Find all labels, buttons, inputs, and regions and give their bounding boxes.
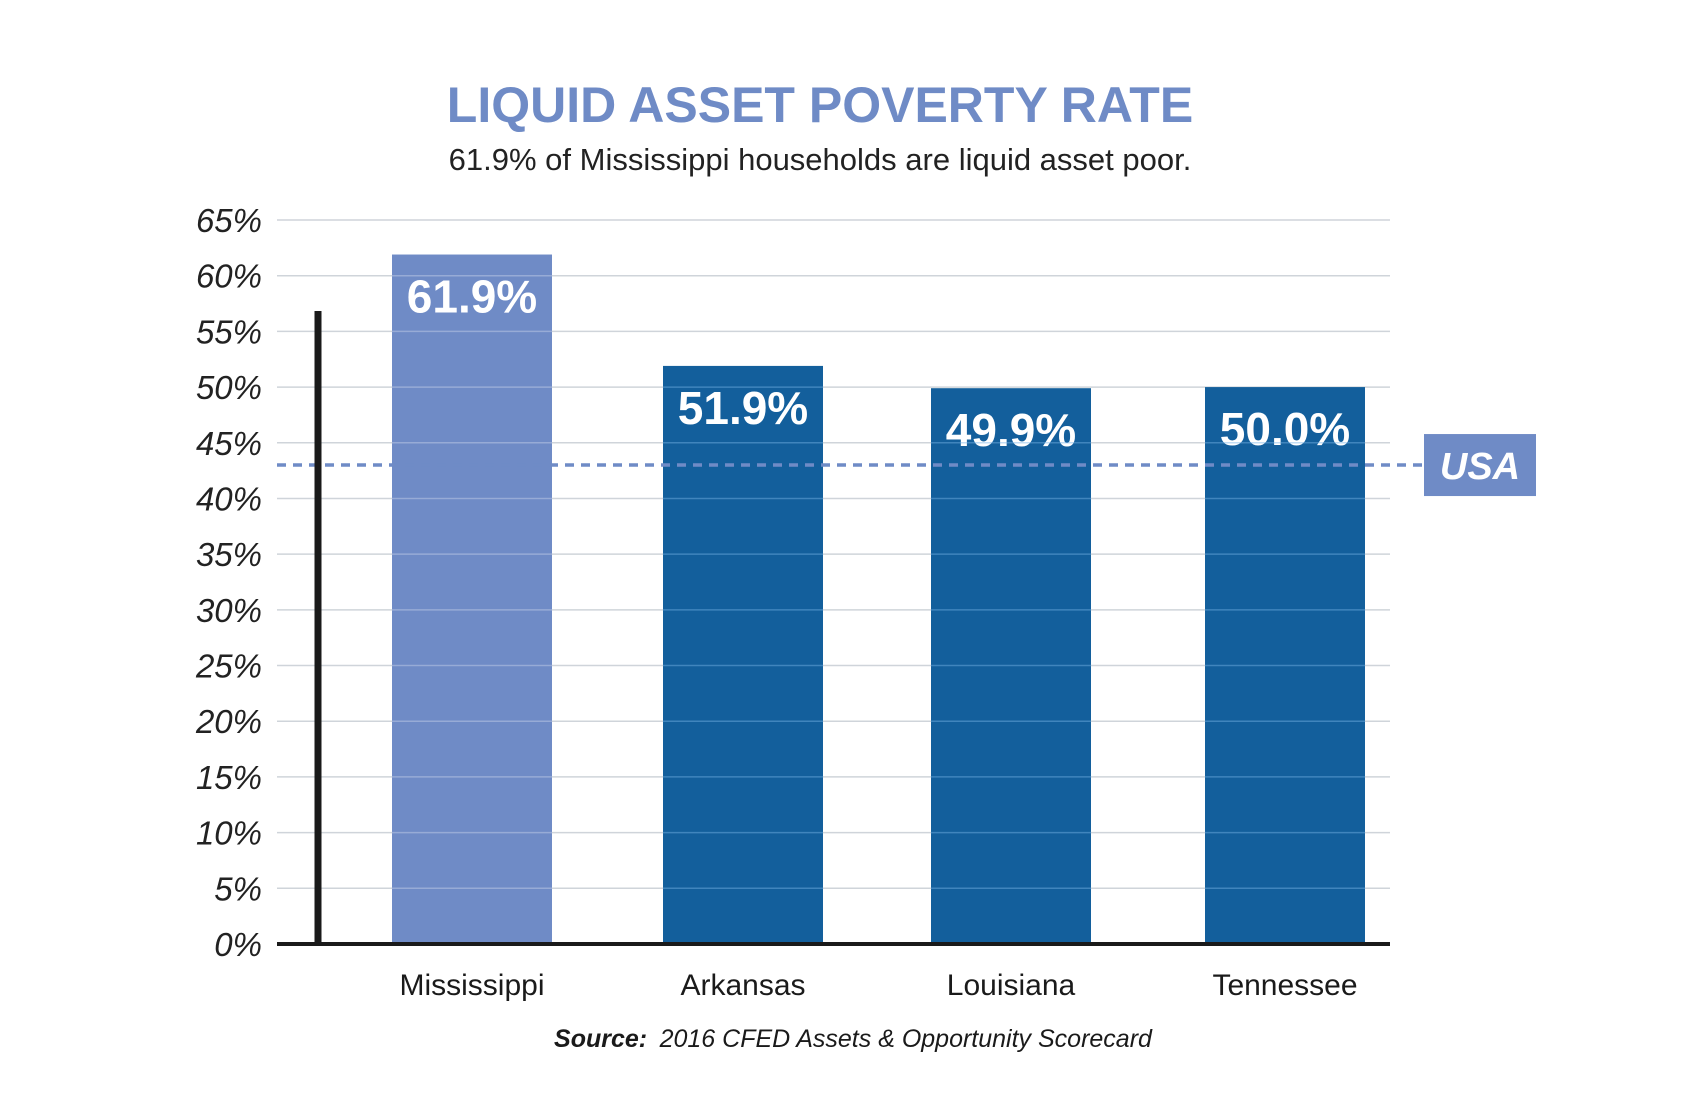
x-category-label: Tennessee <box>1212 969 1357 1002</box>
x-category-label: Louisiana <box>947 969 1076 1002</box>
x-axis-categories: Mississippi Arkansas Louisiana Tennessee <box>399 969 1357 1002</box>
axes <box>277 311 1390 946</box>
bar-louisiana <box>931 388 1091 944</box>
chart-title: LIQUID ASSET POVERTY RATE <box>447 77 1193 133</box>
y-tick-label: 5% <box>214 870 262 907</box>
source-note: Source: 2016 CFED Assets & Opportunity S… <box>554 1025 1153 1053</box>
source-key: Source: <box>554 1025 647 1053</box>
bar-tennessee <box>1205 387 1365 945</box>
bars: 61.9% 51.9% 49.9% 50.0% <box>392 254 1365 945</box>
bar-value-label: 49.9% <box>946 404 1076 456</box>
usa-badge <box>1424 434 1536 497</box>
y-tick-label: 55% <box>196 313 262 350</box>
y-tick-label: 60% <box>196 258 262 295</box>
y-tick-label: 15% <box>196 759 262 796</box>
y-tick-label: 40% <box>196 480 262 517</box>
bar-mississippi <box>392 254 552 944</box>
usa-label: USA <box>1440 446 1520 488</box>
y-tick-label: 0% <box>214 926 262 963</box>
y-tick-label: 25% <box>195 648 262 685</box>
y-axis-ticks: 0% 5% 10% 15% 20% 25% 30% 35% 40% 45% 50% 55% 60% 65% <box>195 202 262 963</box>
y-tick-label: 45% <box>196 425 262 462</box>
bar-arkansas <box>663 365 823 945</box>
source-text: 2016 CFED Assets & Opportunity Scorecard <box>659 1025 1153 1053</box>
x-category-label: Arkansas <box>680 969 805 1002</box>
bar-value-label: 50.0% <box>1220 403 1350 455</box>
bar-value-label: 51.9% <box>678 382 808 434</box>
y-tick-label: 20% <box>195 703 262 740</box>
y-tick-label: 10% <box>196 815 262 852</box>
y-tick-label: 35% <box>196 536 262 573</box>
usa-reference: USA <box>277 434 1536 497</box>
y-tick-label: 50% <box>196 369 262 406</box>
y-tick-label: 30% <box>196 592 262 629</box>
chart-subtitle: 61.9% of Mississippi households are liqu… <box>449 142 1192 177</box>
bar-value-label: 61.9% <box>407 271 537 323</box>
x-category-label: Mississippi <box>399 969 544 1002</box>
y-tick-label: 65% <box>196 202 262 239</box>
